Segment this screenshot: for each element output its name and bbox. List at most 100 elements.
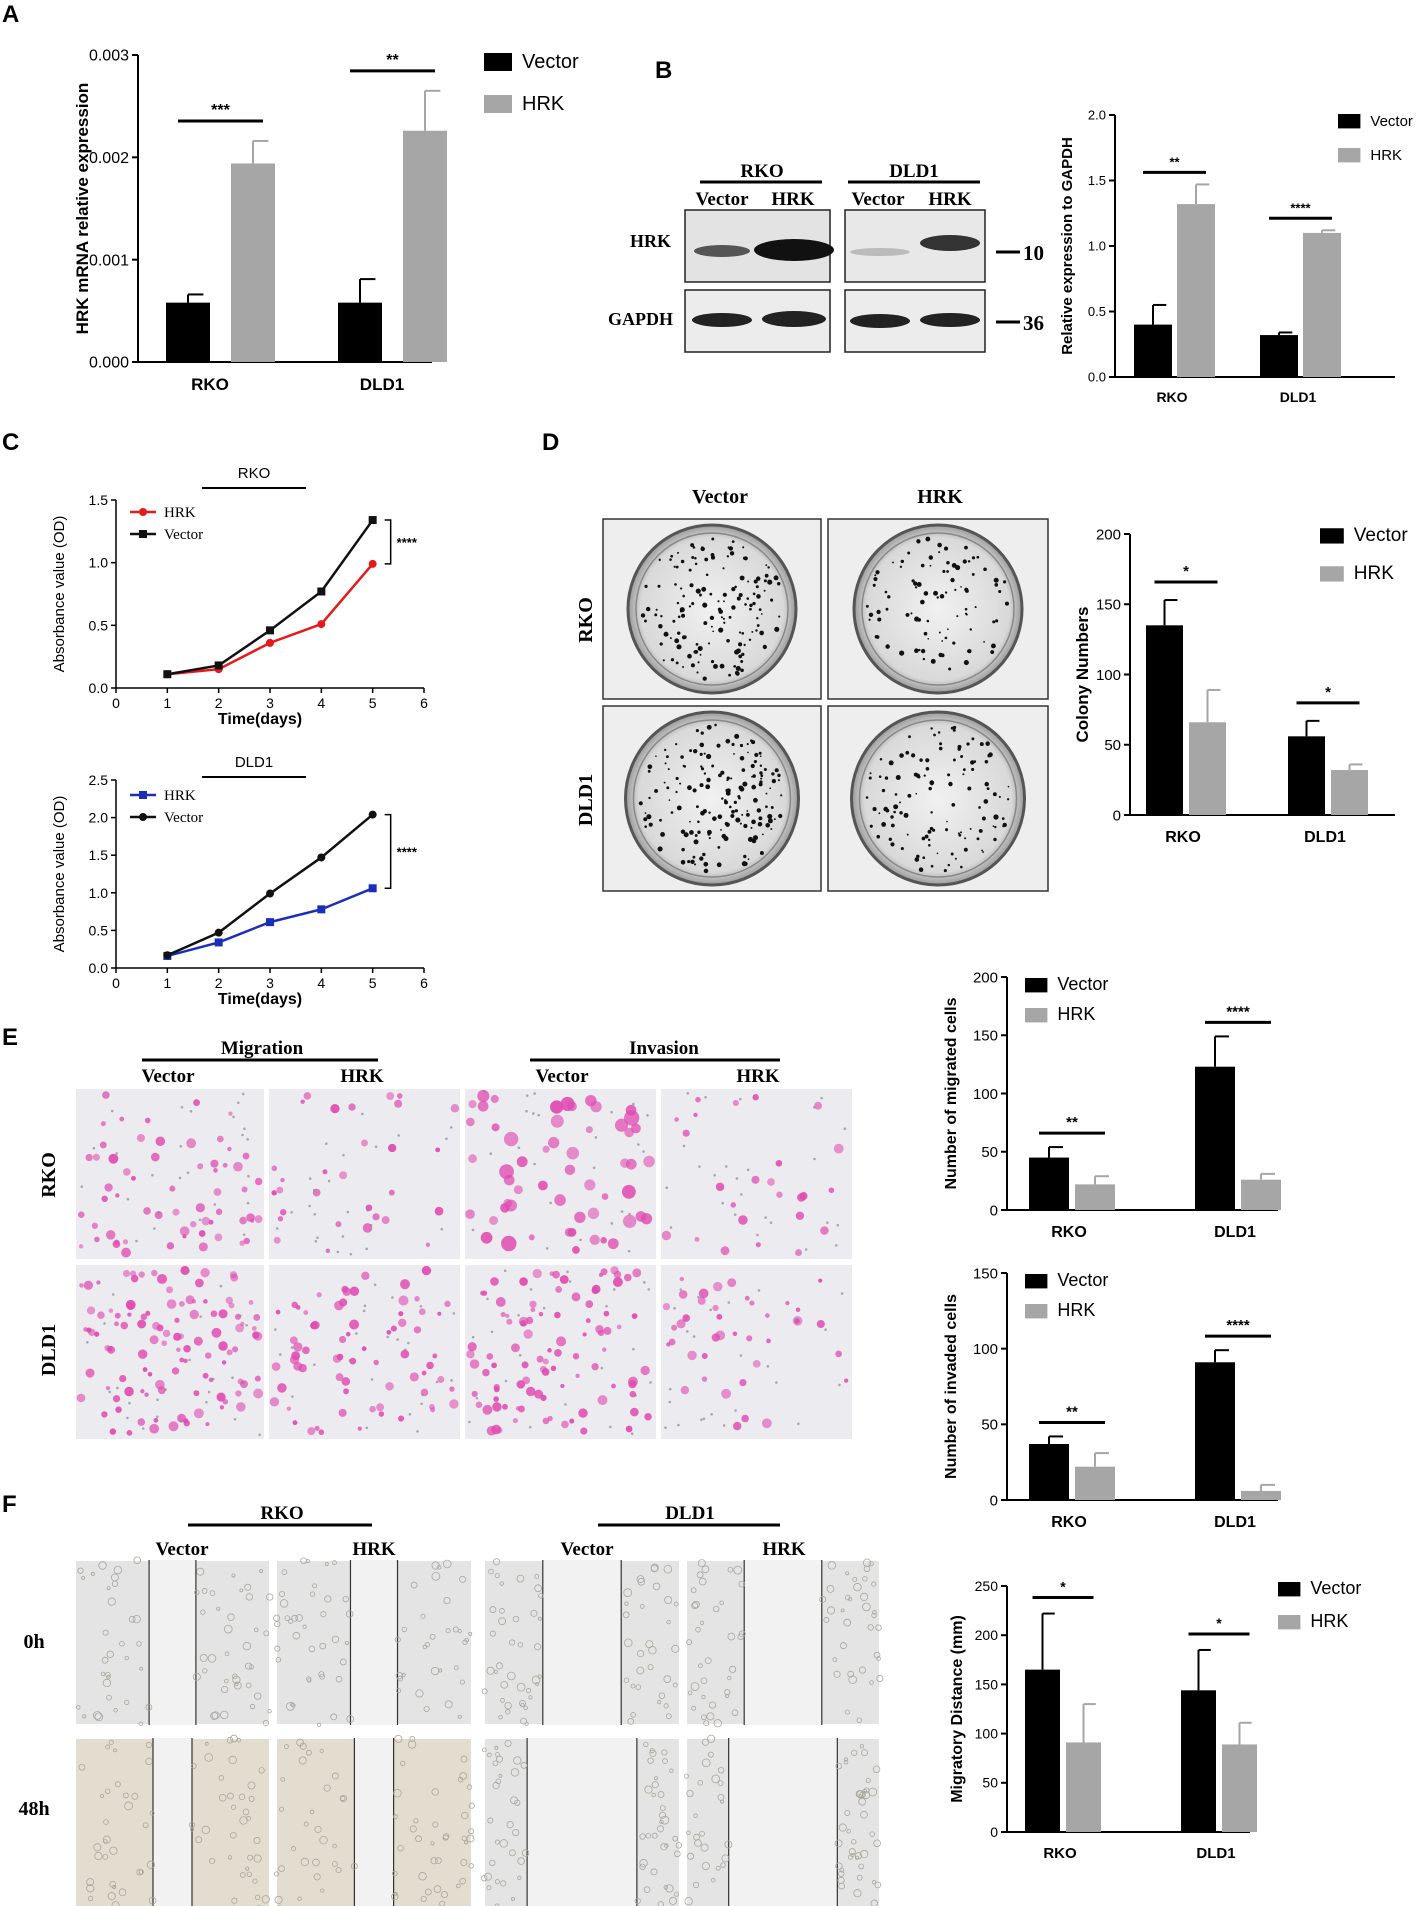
- stained-cell: [632, 1268, 642, 1278]
- wound-col-3: Vector: [560, 1539, 614, 1560]
- category-label: DLD1: [1214, 1224, 1256, 1241]
- cell-outline: [397, 1844, 404, 1852]
- cell-outline: [263, 1630, 270, 1637]
- bar: [1288, 736, 1325, 815]
- cell-outline: [230, 1734, 238, 1743]
- stained-cell: [115, 1406, 122, 1413]
- colony-dot: [680, 859, 686, 865]
- pore: [445, 1137, 448, 1141]
- colony-dot: [752, 592, 756, 596]
- pore: [361, 1112, 364, 1116]
- pore: [518, 1354, 522, 1357]
- cell-outline: [218, 1793, 227, 1802]
- colony-dot: [885, 644, 890, 649]
- colony-dot: [874, 635, 879, 639]
- pore: [727, 1301, 731, 1304]
- cell-outline: [415, 1835, 422, 1843]
- stained-cell: [561, 1420, 569, 1429]
- plate-rim: [861, 532, 1015, 686]
- significance-label: *: [1325, 684, 1331, 701]
- colony-dot: [993, 837, 997, 842]
- colony-dot: [971, 737, 975, 741]
- stained-cell: [252, 1331, 260, 1339]
- stained-cell: [693, 1112, 698, 1118]
- colony-dot: [741, 861, 747, 867]
- stained-cell: [695, 1096, 701, 1103]
- stained-cell: [112, 1395, 121, 1403]
- cell-outline: [724, 1840, 733, 1849]
- pore: [482, 1090, 486, 1094]
- colony-dot: [983, 567, 987, 572]
- colony-dot: [908, 735, 911, 739]
- cell-outline: [220, 1710, 229, 1720]
- colony-dot: [914, 857, 920, 862]
- cell-outline: [296, 1738, 305, 1747]
- cell-outline: [132, 1615, 141, 1624]
- pore: [397, 1134, 400, 1137]
- y-tick-label: 50: [1104, 737, 1121, 754]
- cell-outline: [444, 1700, 453, 1709]
- cell-outline: [418, 1872, 427, 1881]
- stained-cell: [179, 1357, 185, 1363]
- pore: [490, 1330, 494, 1334]
- colony-dot: [748, 638, 752, 642]
- wound-row-48h: 48h: [18, 1798, 49, 1820]
- cell-outline: [635, 1684, 642, 1690]
- cell-outline: [340, 1795, 346, 1802]
- cell-outline: [487, 1752, 492, 1758]
- pore: [838, 1383, 841, 1387]
- stained-cell: [335, 1373, 344, 1382]
- colony-dot: [994, 825, 997, 829]
- cell-outline: [717, 1766, 725, 1774]
- colony-dot: [738, 631, 742, 634]
- cell-outline: [860, 1810, 868, 1819]
- cell-outline: [851, 1749, 858, 1756]
- pore: [610, 1222, 614, 1225]
- stained-cell: [152, 1321, 161, 1330]
- colony-dot: [703, 868, 709, 874]
- cell-outline: [279, 1599, 289, 1608]
- data-point: [266, 626, 274, 635]
- pore: [471, 1335, 475, 1339]
- pore: [155, 1415, 159, 1419]
- colony-dot: [747, 580, 750, 583]
- stained-cell: [560, 1383, 565, 1389]
- stained-cell: [550, 1365, 557, 1371]
- cell-outline: [252, 1878, 258, 1884]
- stained-cell: [398, 1311, 404, 1317]
- cell-outline: [698, 1577, 707, 1586]
- stained-cell: [215, 1208, 223, 1216]
- colony-dot: [674, 638, 680, 644]
- stained-cell: [590, 1101, 602, 1113]
- bar: [1181, 1690, 1216, 1832]
- category-label: RKO: [1051, 1224, 1087, 1241]
- colony-dot: [913, 581, 918, 586]
- transwell-group-migration: Migration: [221, 1038, 304, 1059]
- stained-cell: [213, 1168, 218, 1173]
- pore: [374, 1145, 378, 1149]
- colony-dot: [916, 854, 920, 859]
- cell-outline: [394, 1734, 403, 1743]
- stained-cell: [335, 1221, 342, 1228]
- colony-dot: [707, 642, 711, 645]
- cell-outline: [838, 1823, 847, 1832]
- cell-outline: [453, 1665, 459, 1671]
- cell-outline: [489, 1606, 497, 1614]
- stained-cell: [341, 1285, 349, 1293]
- cell-outline: [486, 1885, 492, 1891]
- colony-dot: [979, 742, 984, 747]
- colony-dot: [758, 782, 763, 787]
- colony-dot: [944, 636, 948, 640]
- cell-outline: [664, 1843, 669, 1848]
- stained-cell: [318, 1429, 325, 1436]
- stained-cell: [776, 1191, 783, 1198]
- colony-dot: [655, 755, 657, 757]
- pore: [408, 1412, 412, 1416]
- pore: [504, 1379, 508, 1383]
- bar: [1241, 1179, 1281, 1210]
- colony-dot: [728, 673, 732, 677]
- cell-outline: [669, 1768, 674, 1773]
- y-tick-label: 100: [975, 1726, 999, 1742]
- cell-outline: [464, 1840, 468, 1845]
- stained-cell: [820, 1226, 829, 1235]
